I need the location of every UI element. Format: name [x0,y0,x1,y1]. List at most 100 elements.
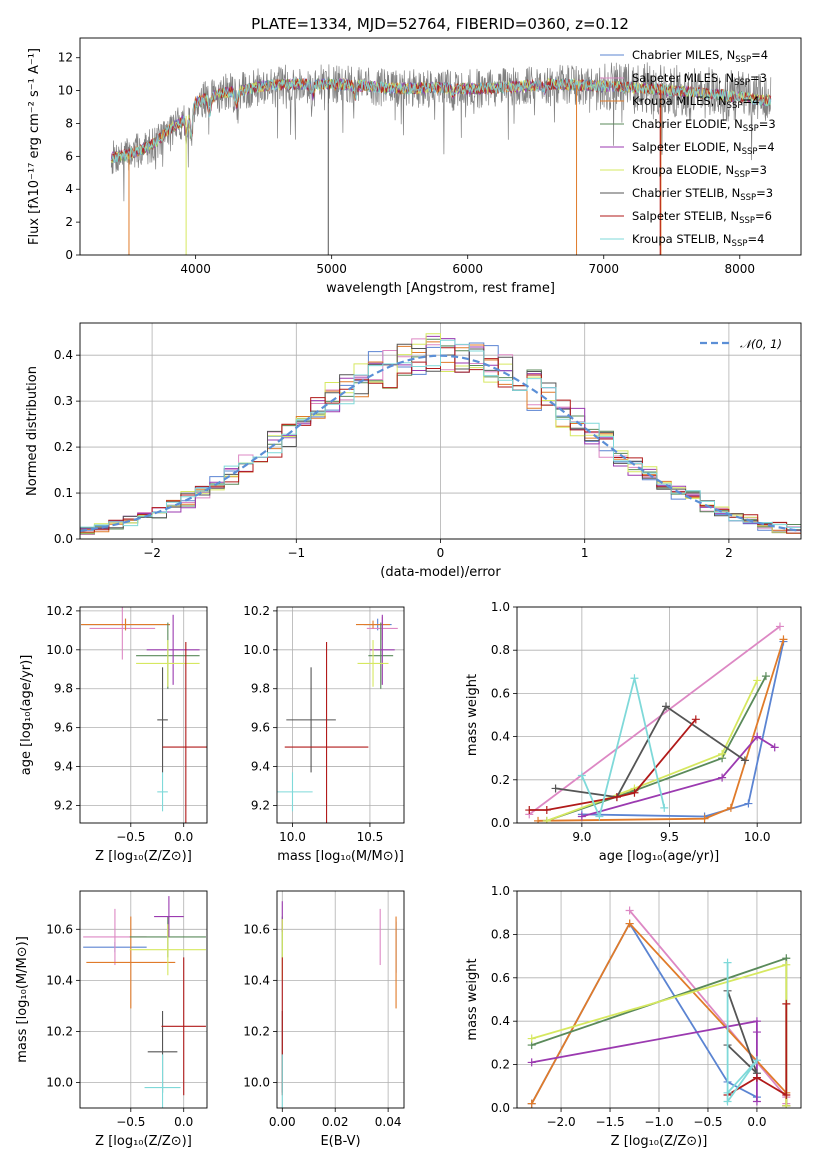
legend-subscript: SSP [740,193,756,203]
x-tick-label: 2 [725,546,733,560]
x-tick-label: 10.0 [279,830,306,844]
x-tick-label: −1 [287,546,305,560]
weight-marker [630,674,639,683]
y-tick-label: 1.0 [491,600,510,614]
y-tick-label: 1.0 [491,884,510,898]
y-tick-label: 10.6 [243,922,270,936]
y-axis-label: age [log₁₀(age/yr)] [19,655,34,776]
weight-line [555,705,746,799]
spectrum-data-line [110,62,772,202]
x-tick-label: 0.00 [269,1115,296,1129]
y-axis-label: mass weight [465,674,480,756]
y-axis-label: mass [log₁₀(M/M⊙)] [15,936,30,1063]
weight-marker [740,756,749,765]
weight-marker [595,812,604,821]
axes-frame [276,890,405,1109]
weight-marker [761,672,770,681]
y-tick-label: 0.2 [54,440,73,454]
y-tick-label: 0.8 [491,927,510,941]
weight-marker [542,816,551,823]
plot-area [527,906,791,1108]
y-tick-label: 0.1 [54,486,73,500]
legend-entry: Chabrier ELODIE, NSSP=3 [632,117,776,134]
x-axis-label: Z [log₁₀(Z/Z⊙)] [611,1134,708,1149]
legend-entry: 𝒩(0, 1) [740,337,782,351]
x-tick-label: −0.5 [693,1115,722,1129]
axes-frame [79,606,208,824]
panel-weights-vs-Z: −2.0 −1.5 −1.0 −0.5 0.0 0.0 0.2 0.4 0.6 0.8 1.0 Z [… [465,884,802,1149]
legend-label: Kroupa ELODIE, N [632,163,734,177]
x-axis-label: E(B-V) [320,1134,360,1149]
legend-value: =6 [755,209,772,223]
weight-line [726,962,758,1105]
y-tick-label: 0.8 [491,643,510,657]
y-tick-label: 0.6 [491,686,510,700]
plot-area [83,896,206,1108]
y-tick-label: 10.0 [243,643,270,657]
weight-marker [577,812,586,821]
y-tick-label: 0.4 [491,730,510,744]
weight-line [546,675,767,822]
x-tick-label: 7000 [588,262,619,276]
legend-subscript: SSP [732,239,748,249]
weight-marker [726,803,735,812]
y-axis-label: mass weight [465,958,480,1040]
panel-age-vs-mass: 10.0 10.5 9.2 9.4 9.6 9.8 10.0 10.2 mass [log₁₀(… [243,604,405,864]
panel-mass-vs-EBV: 0.00 0.02 0.04 10.0 10.2 10.4 10.6 E(B-V) [243,890,405,1149]
weight-marker [612,793,621,802]
y-tick-label: 0.3 [54,394,73,408]
y-axis-label: Flux [fλ10⁻¹⁷ erg cm⁻² s⁻¹ A⁻¹] [27,48,42,245]
y-tick-label: 10.2 [243,1024,270,1038]
panel-mass-vs-Z: −0.5 0.0 10.0 10.2 10.4 10.6 Z [log₁₀(Z/Z⊙)] ma… [15,890,208,1149]
weight-marker [752,1073,761,1082]
y-tick-label: 0.4 [54,348,73,362]
axes-frame [79,890,208,1109]
legend-value: =3 [759,117,776,131]
panel-spectrum: 4000 5000 6000 7000 8000 0 2 4 6 8 10 12 wavelength … [27,15,802,296]
legend-label: Chabrier ELODIE, N [632,117,743,131]
legend-value: =4 [751,48,768,62]
x-tick-label: −0.5 [116,1115,145,1129]
plot-area [80,333,801,539]
legend-label: Chabrier MILES, N [632,48,735,62]
y-tick-label: 10.2 [46,1024,73,1038]
legend-entry: Kroupa STELIB, NSSP=4 [632,232,764,249]
weight-marker [525,806,534,815]
panel-weights-vs-age: 9.0 9.5 10.0 0.0 0.2 0.4 0.6 0.8 1.0 age [log₁₀(a… [465,600,802,864]
weight-marker [534,816,543,823]
x-tick-label: 0.0 [174,830,193,844]
y-tick-label: 9.8 [251,682,270,696]
legend-subscript: SSP [727,101,743,111]
weight-marker [723,1097,732,1106]
y-tick-label: 2 [65,215,73,229]
y-tick-label: 10.0 [46,1075,73,1089]
y-tick-label: 9.6 [251,721,270,735]
weight-line [581,678,666,820]
x-tick-label: −1.5 [595,1115,624,1129]
x-tick-label: 0.0 [747,1115,766,1129]
legend-label: Kroupa STELIB, N [632,232,732,246]
weight-marker [753,676,762,685]
y-tick-label: 0.2 [491,773,510,787]
weight-marker [527,1034,536,1043]
weight-marker [625,906,634,915]
panel-age-vs-Z: −0.5 0.0 9.2 9.4 9.6 9.8 10.0 10.2 Z [log₁₀(Z/Z⊙… [19,604,208,864]
legend-label: Kroupa MILES, N [632,94,727,108]
y-tick-label: 9.2 [54,798,73,812]
x-tick-label: 5000 [316,262,347,276]
axes-frame [276,606,405,824]
y-tick-label: 0 [65,248,73,262]
y-tick-label: 6 [65,149,73,163]
x-axis-label: wavelength [Angstrom, rest frame] [326,281,555,296]
y-tick-label: 0.0 [491,816,510,830]
legend-subscript: SSP [734,170,750,180]
weight-line [546,680,759,822]
plot-area [525,622,788,823]
weight-marker [723,1088,732,1097]
y-axis-label: Normed distribution [25,366,40,496]
axes-frame [516,606,802,824]
weight-marker [770,743,779,752]
x-tick-label: 10.0 [744,830,771,844]
y-tick-label: 10.6 [46,922,73,936]
